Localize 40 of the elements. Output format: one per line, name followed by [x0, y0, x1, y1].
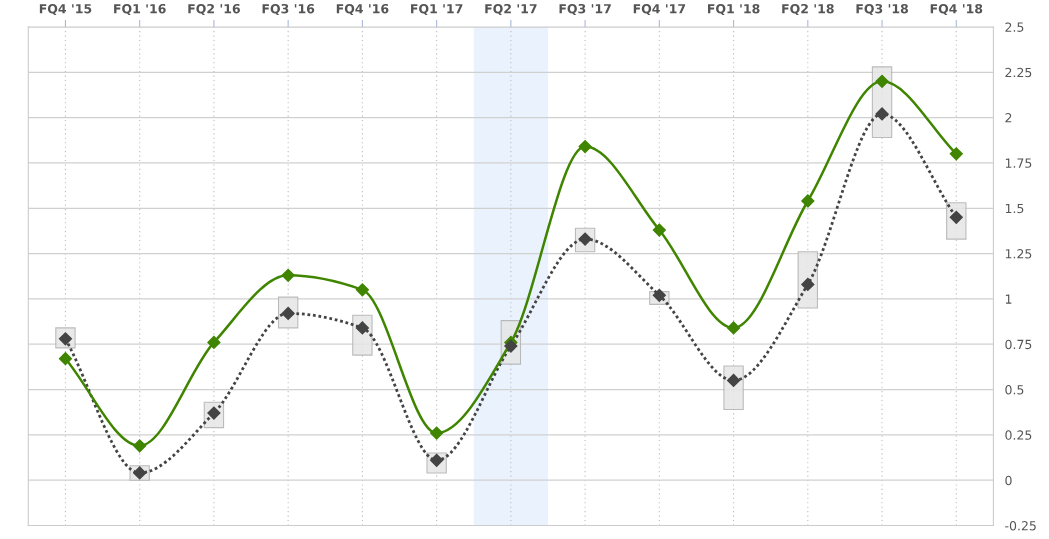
x-tick-label: FQ1 '17: [411, 3, 463, 16]
x-tick-label: FQ3 '18: [856, 3, 908, 16]
x-tick-label: FQ3 '17: [559, 3, 611, 16]
x-tick-label: FQ2 '18: [782, 3, 834, 16]
point: [133, 439, 147, 453]
point: [875, 74, 889, 88]
y-tick-label: 1.5: [1005, 203, 1024, 214]
x-tick-label: FQ2 '16: [188, 3, 240, 16]
x-tick-label: FQ4 '17: [633, 3, 686, 16]
x-tick-label: FQ4 '15: [39, 3, 92, 16]
y-tick-label: 1.75: [1005, 158, 1032, 168]
y-tick-label: 1.25: [1005, 249, 1032, 259]
y-tick-label: 2.5: [1005, 22, 1024, 32]
y-tick-label: 1: [1005, 294, 1012, 304]
point: [355, 283, 369, 297]
point: [801, 277, 815, 291]
point: [430, 426, 444, 440]
x-tick-label: FQ2 '17: [485, 3, 537, 16]
point: [652, 288, 666, 302]
point: [949, 147, 963, 161]
x-tick-label: FQ4 '18: [930, 3, 983, 16]
point: [578, 140, 592, 154]
y-tick-label: 0: [1005, 475, 1012, 486]
point: [875, 107, 889, 121]
y-tick-label: -0.25: [1005, 521, 1036, 531]
point: [207, 335, 221, 350]
y-tick-label: 0.25: [1005, 430, 1032, 440]
x-tick-label: FQ3 '16: [262, 3, 315, 16]
x-tick-label: FQ1 '16: [114, 3, 166, 16]
y-tick-label: 0.5: [1005, 385, 1024, 395]
y-tick-label: 2.25: [1005, 67, 1032, 78]
x-tick-label: FQ4 '16: [336, 3, 389, 16]
y-tick-label: 2: [1005, 113, 1012, 123]
point: [726, 321, 741, 335]
point: [801, 194, 815, 208]
point: [281, 268, 295, 282]
x-tick-label: FQ1 '18: [708, 3, 760, 16]
point: [58, 352, 73, 366]
point: [652, 223, 666, 237]
y-tick-label: 0.75: [1005, 339, 1032, 350]
